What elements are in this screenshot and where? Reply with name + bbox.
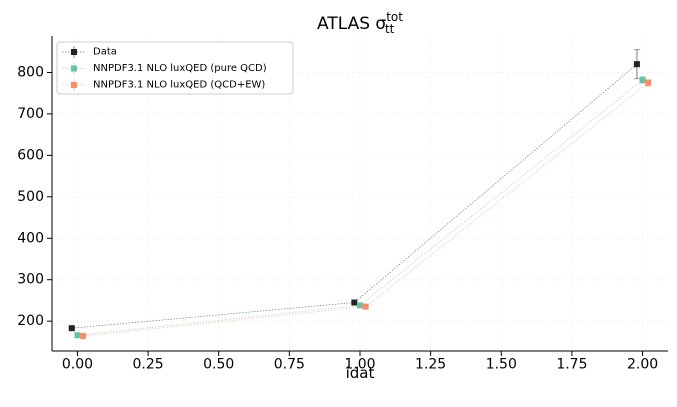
y-tick-label: 200 (17, 313, 44, 329)
x-tick-label: 1.25 (415, 357, 446, 373)
chart-title-sub: tt (385, 22, 395, 36)
y-tick-label: 300 (17, 272, 44, 288)
series-0 (68, 49, 640, 332)
x-tick-label: 0.50 (203, 357, 234, 373)
data-point (80, 333, 87, 340)
legend-entry: NNPDF3.1 NLO luxQED (QCD+EW) (62, 79, 265, 91)
legend-marker (71, 49, 77, 55)
y-tick-label: 700 (17, 106, 44, 122)
x-tick-label: 1.00 (344, 357, 375, 373)
x-ticks: 0.00 0.25 0.50 0.75 1.00 1.25 1.50 1.75 2.00 (62, 351, 658, 373)
y-tick-label: 800 (17, 64, 44, 80)
data-point (351, 299, 358, 306)
data-point (639, 76, 646, 83)
chart-title: ATLAS σtot tt (317, 10, 403, 36)
y-ticks: 200 300 400 500 600 700 800 (17, 64, 52, 329)
series-1 (74, 76, 646, 339)
chart-title-main: ATLAS σ (317, 14, 386, 34)
legend-frame (56, 41, 294, 95)
x-tick-label: 1.75 (556, 357, 587, 373)
legend-entry: Data (62, 46, 117, 58)
data-point (362, 303, 369, 310)
x-tick-label: 0.00 (62, 357, 93, 373)
y-tick-label: 600 (17, 147, 44, 163)
legend-marker (71, 82, 77, 88)
data-point (645, 79, 652, 86)
data-point (68, 325, 75, 332)
data-point (633, 61, 640, 68)
x-tick-label: 1.50 (486, 357, 517, 373)
x-tick-label: 0.25 (132, 357, 163, 373)
legend-marker (71, 65, 77, 72)
x-axis-title: idat (346, 364, 375, 382)
chart-title-sup: tot (386, 10, 403, 24)
data-point (74, 332, 81, 339)
y-tick-label: 500 (17, 189, 44, 205)
legend: Data NNPDF3.1 NLO luxQED (pure QCD) NNPDF3… (56, 41, 294, 95)
series-line (83, 82, 649, 337)
series-line (71, 63, 638, 329)
plot-series (68, 49, 652, 340)
legend-label: NNPDF3.1 NLO luxQED (pure QCD) (93, 63, 267, 74)
legend-label: Data (93, 47, 117, 58)
series-2 (80, 79, 652, 340)
legend-label: NNPDF3.1 NLO luxQED (QCD+EW) (93, 80, 265, 91)
legend-entry: NNPDF3.1 NLO luxQED (pure QCD) (62, 62, 267, 75)
x-tick-label: 0.75 (274, 357, 305, 373)
y-tick-label: 400 (17, 230, 44, 246)
data-point (357, 302, 363, 309)
x-tick-label: 2.00 (627, 357, 658, 373)
series-line (77, 79, 643, 336)
